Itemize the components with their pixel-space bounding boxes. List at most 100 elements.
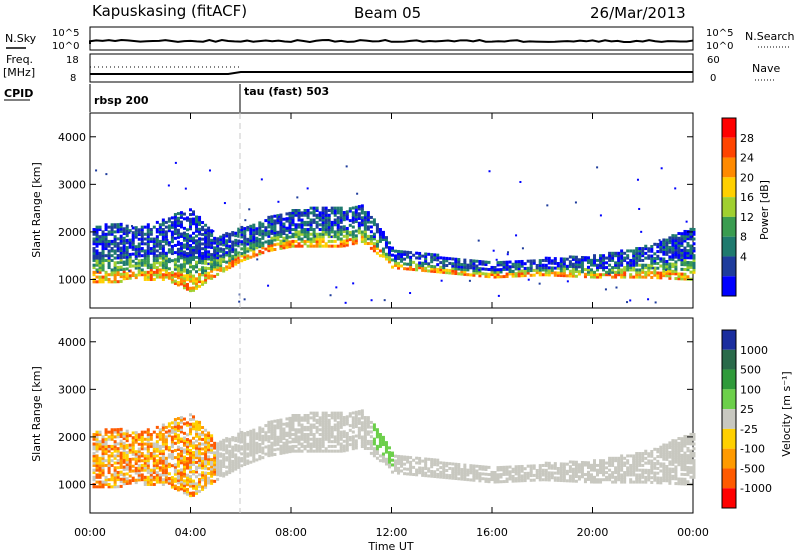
power-colorbar-swatch: [722, 216, 736, 237]
velocity-cell: [638, 456, 642, 460]
power-cell: [652, 267, 655, 270]
power-cell: [629, 249, 633, 253]
velocity-cell: [677, 463, 681, 467]
velocity-cell: [164, 447, 168, 451]
velocity-cell: [101, 447, 105, 451]
power-cell: [593, 256, 597, 260]
velocity-cell: [246, 433, 250, 437]
power-cell: [176, 219, 180, 223]
power-cell: [137, 252, 141, 256]
velocity-cell: [342, 435, 346, 439]
power-cell: [149, 263, 153, 267]
power-cell: [110, 223, 114, 227]
power-cell: [315, 225, 319, 229]
power-cell: [357, 216, 361, 220]
power-cell: [116, 256, 120, 260]
power-cell: [243, 231, 247, 235]
power-cell: [692, 270, 696, 274]
power-cell: [201, 280, 205, 284]
power-cell: [225, 244, 229, 248]
power-cell: [201, 282, 205, 286]
velocity-cell: [354, 446, 358, 450]
velocity-cell: [384, 445, 388, 449]
power-cell: [692, 263, 696, 267]
power-cell: [593, 273, 597, 277]
velocity-cell: [378, 435, 382, 439]
power-cell: [234, 248, 238, 252]
velocity-cell: [556, 467, 560, 471]
power-cell: [261, 232, 265, 236]
power-cell: [188, 227, 192, 231]
velocity-cell: [535, 469, 539, 473]
power-cell: [207, 240, 211, 244]
power-cell: [472, 273, 476, 277]
power-cell: [164, 258, 168, 262]
power-cell: [161, 218, 165, 222]
velocity-cell: [418, 468, 422, 472]
power-cell: [366, 237, 370, 241]
power-cell: [514, 272, 518, 276]
power-cell: [490, 265, 494, 269]
velocity-cell: [589, 473, 593, 477]
velocity-cell: [502, 480, 506, 484]
velocity-cell: [158, 435, 162, 439]
power-cell: [173, 267, 177, 271]
velocity-cell: [315, 418, 319, 422]
power-cell: [397, 257, 401, 261]
velocity-cell: [409, 463, 413, 467]
power-cell: [276, 233, 280, 237]
velocity-cell: [249, 460, 253, 464]
velocity-cell: [158, 475, 162, 479]
power-cell: [541, 268, 545, 272]
power-cell: [176, 276, 180, 280]
velocity-cell: [204, 471, 208, 475]
velocity-cell: [378, 454, 382, 458]
power-cell: [155, 258, 159, 262]
velocity-cell: [158, 449, 162, 453]
power-cell: [116, 254, 120, 258]
velocity-cell: [216, 461, 220, 465]
velocity-cell: [137, 457, 141, 461]
power-cell: [273, 238, 277, 242]
velocity-cell: [264, 433, 268, 437]
power-cell: [626, 249, 630, 253]
power-cell: [370, 299, 373, 302]
velocity-cell: [198, 451, 202, 455]
power-cell: [243, 227, 247, 231]
power-cell: [210, 262, 214, 266]
velocity-cell: [397, 459, 401, 463]
power-cell: [547, 273, 551, 277]
power-cell: [484, 260, 488, 264]
velocity-cell: [671, 458, 675, 462]
power-cell: [267, 222, 271, 226]
velocity-cell: [116, 442, 120, 446]
velocity-cell: [324, 414, 328, 417]
power-cell: [125, 253, 129, 257]
velocity-cell: [143, 447, 147, 451]
velocity-cell: [119, 451, 123, 455]
power-cell: [589, 263, 593, 267]
power-cell: [213, 258, 217, 262]
velocity-cell: [635, 475, 639, 479]
velocity-cell: [225, 444, 229, 448]
power-cell: [192, 241, 196, 245]
power-cell: [128, 274, 132, 278]
power-cell: [204, 273, 208, 277]
velocity-cell: [369, 447, 373, 451]
power-cell: [378, 239, 382, 243]
power-cell: [617, 266, 621, 270]
velocity-cell: [170, 476, 174, 480]
velocity-cell: [158, 461, 162, 465]
power-cell: [372, 246, 376, 250]
velocity-cell: [116, 475, 120, 479]
velocity-cell: [692, 461, 696, 465]
velocity-cell: [683, 472, 687, 476]
power-cell: [297, 230, 301, 234]
power-cell: [659, 240, 663, 244]
power-cell: [176, 281, 180, 285]
velocity-cell: [182, 450, 186, 454]
velocity-cell: [390, 451, 394, 455]
velocity-cell: [659, 452, 663, 456]
power-cell: [222, 233, 226, 237]
power-cell: [689, 263, 693, 267]
